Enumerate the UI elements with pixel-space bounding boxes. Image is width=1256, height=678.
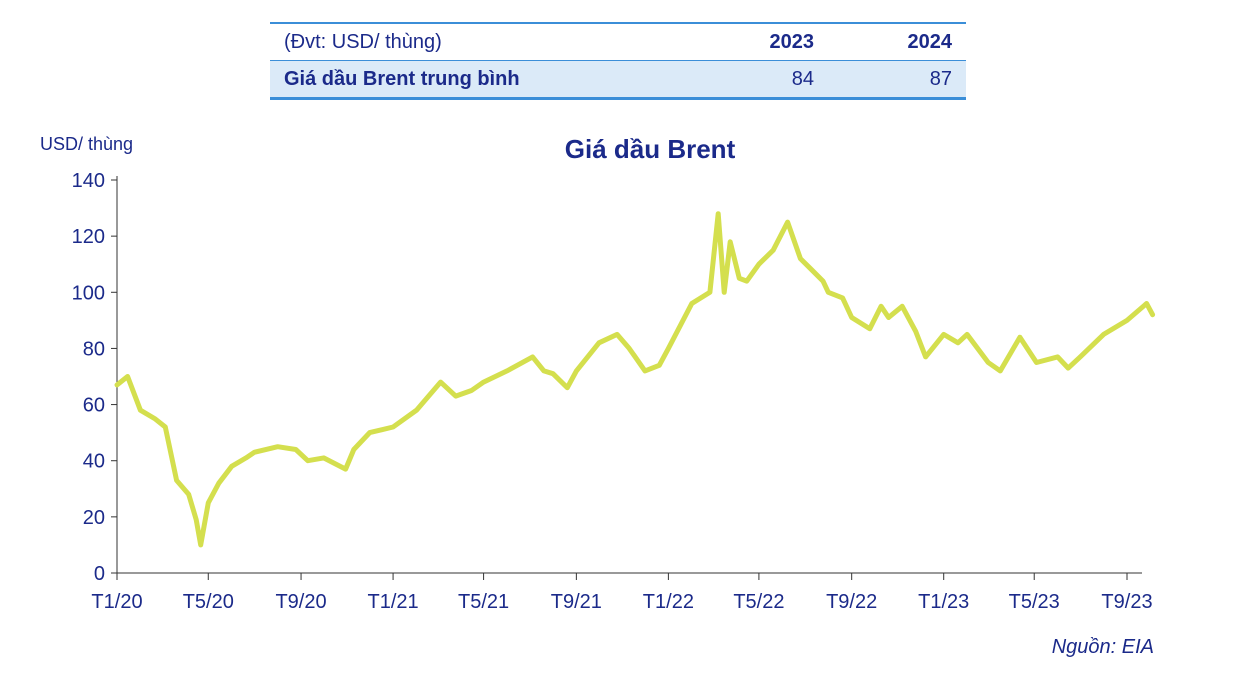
- y-tick-label: 80: [83, 338, 105, 360]
- y-axis-unit-label: USD/ thùng: [40, 134, 134, 154]
- y-tick-label: 120: [72, 226, 105, 248]
- year-2024-header: 2024: [828, 22, 966, 61]
- price-summary-table: (Đvt: USD/ thùng) 2023 2024 Giá dầu Bren…: [270, 22, 966, 100]
- y-tick-label: 60: [83, 395, 105, 417]
- x-tick-label: T5/23: [1009, 591, 1060, 613]
- x-tick-label: T5/20: [183, 591, 234, 613]
- x-tick-label: T9/21: [551, 591, 602, 613]
- x-tick-label: T1/20: [91, 591, 142, 613]
- y-tick-label: 20: [83, 507, 105, 529]
- x-axis: T1/20 T5/20 T9/20 T1/21 T5/21 T9/21 T1/22 T5/22…: [91, 572, 1153, 613]
- y-tick-label: 0: [94, 563, 105, 585]
- table-row: Giá dầu Brent trung bình 84 87: [270, 60, 966, 100]
- x-tick-label: T1/23: [918, 591, 969, 613]
- x-tick-label: T9/22: [826, 591, 877, 613]
- x-tick-label: T1/22: [643, 591, 694, 613]
- x-tick-label: T9/20: [275, 591, 326, 613]
- chart-title: Giá dầu Brent: [564, 134, 736, 164]
- value-2023: 84: [690, 60, 828, 100]
- y-tick-label: 140: [72, 170, 105, 192]
- x-tick-label: T5/22: [733, 591, 784, 613]
- year-2023-header: 2023: [690, 22, 828, 61]
- plot-area: [114, 211, 1156, 548]
- x-tick-label: T1/21: [367, 591, 418, 613]
- value-2024: 87: [828, 60, 966, 100]
- unit-label: (Đvt: USD/ thùng): [270, 22, 690, 61]
- table-header-row: (Đvt: USD/ thùng) 2023 2024: [270, 22, 966, 61]
- y-tick-label: 40: [83, 451, 105, 473]
- x-tick-label: T9/23: [1101, 591, 1152, 613]
- y-axis: 0 20 40 60 80 100 120 140: [72, 170, 118, 585]
- y-tick-label: 100: [72, 282, 105, 304]
- brent-price-line: [114, 211, 1156, 548]
- row-label: Giá dầu Brent trung bình: [270, 60, 690, 100]
- source-note: Nguồn: EIA: [1051, 636, 1154, 658]
- x-tick-label: T5/21: [458, 591, 509, 613]
